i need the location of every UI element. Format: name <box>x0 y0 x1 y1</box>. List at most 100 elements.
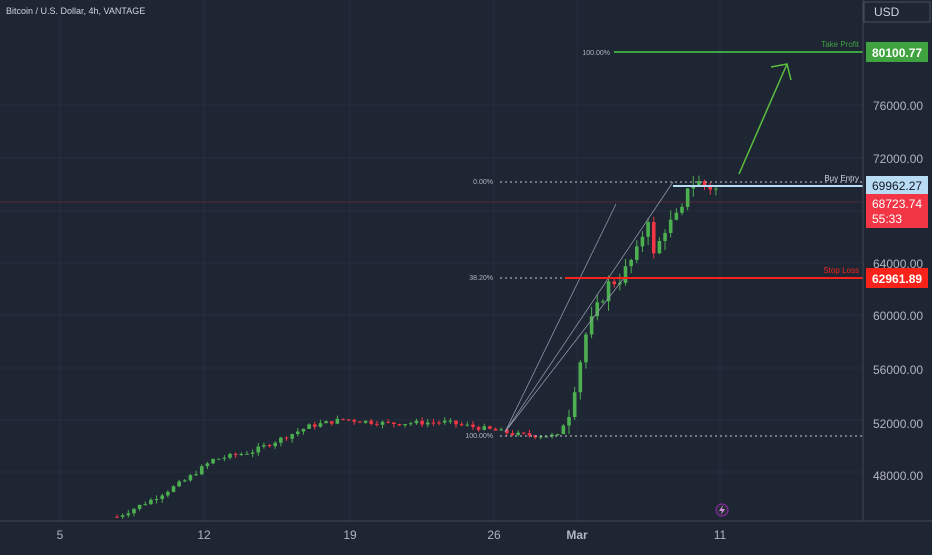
time-tick-11: 11 <box>714 528 727 542</box>
currency-box[interactable] <box>863 1 931 23</box>
candle-body <box>335 418 340 424</box>
bar-countdown: 55:33 <box>872 212 902 226</box>
candle-body <box>250 452 255 454</box>
buy-entry-label: Buy Entry <box>824 174 859 183</box>
candle-body <box>171 486 176 492</box>
candle-body <box>126 513 131 516</box>
candle-body <box>375 423 379 425</box>
candle-body <box>239 453 244 455</box>
candle-body <box>262 445 266 447</box>
candle-body <box>702 181 707 186</box>
candle-body <box>629 259 633 267</box>
candle-body <box>476 427 481 430</box>
candle-body <box>685 188 690 207</box>
candle-body <box>358 421 362 423</box>
candle-body <box>414 420 419 424</box>
candle-body <box>346 419 351 421</box>
lightning-icon[interactable] <box>715 503 729 517</box>
candle-body <box>380 421 385 425</box>
fib-fan-lines <box>504 181 674 433</box>
candle-body <box>120 515 125 517</box>
candle-body <box>301 428 306 432</box>
candle-body <box>442 420 447 423</box>
candle-body <box>584 334 588 363</box>
candle-body <box>420 420 424 425</box>
time-tick-19: 19 <box>343 528 357 542</box>
take-profit-fib-label: 100.00% <box>582 50 610 57</box>
candle-body <box>194 474 198 476</box>
stop-loss-price: 62961.89 <box>872 272 922 286</box>
price-tick-52000: 52000.00 <box>873 417 923 431</box>
fib-0-label: 0.00% <box>473 179 493 186</box>
candle-body <box>177 481 181 487</box>
currency-label: USD <box>874 5 900 19</box>
price-tick-48000: 48000.00 <box>873 469 923 483</box>
fib-38-label: 38.20% <box>469 275 493 282</box>
candle-body <box>465 424 470 426</box>
time-axis-panel <box>0 521 932 550</box>
fib-100-label: 100.00% <box>465 433 493 440</box>
candle-body <box>561 425 566 435</box>
candle-body <box>183 480 187 482</box>
candle-body <box>612 281 616 285</box>
candle-body <box>363 420 368 423</box>
candlestick-series <box>115 175 718 519</box>
candle-body <box>199 466 204 475</box>
time-tick-12: 12 <box>197 528 211 542</box>
candle-body <box>437 422 441 424</box>
candle-body <box>544 436 549 438</box>
candle-body <box>567 417 571 426</box>
candle-body <box>132 508 136 514</box>
current-price: 68723.74 <box>872 197 922 211</box>
buy-entry-price-tag <box>866 176 928 195</box>
candle-body <box>708 185 713 190</box>
candle-body <box>550 434 554 437</box>
candle-body <box>657 241 662 254</box>
candle-body <box>149 499 153 505</box>
candle-body <box>589 316 594 335</box>
candle-body <box>267 445 272 447</box>
price-tick-60000: 60000.00 <box>873 309 923 323</box>
candle-body <box>329 421 334 424</box>
candle-body <box>640 236 645 247</box>
price-axis-panel <box>863 0 932 521</box>
take-profit-label: Take Profit <box>821 40 860 49</box>
candle-body <box>493 428 498 431</box>
candle-body <box>635 246 639 260</box>
candle-body <box>482 426 487 430</box>
candle-body <box>668 219 673 233</box>
candle-body <box>188 475 193 481</box>
candle-body <box>510 433 515 435</box>
candle-body <box>154 499 159 501</box>
candle-body <box>392 422 396 425</box>
candle-body <box>538 436 543 438</box>
candle-body <box>296 431 300 435</box>
symbol-title: Bitcoin / U.S. Dollar, 4h, VANTAGE <box>6 6 145 16</box>
candle-body <box>228 453 232 458</box>
candle-body <box>691 185 696 189</box>
price-axis-ticks: 48000.00 52000.00 56000.00 60000.00 6400… <box>873 99 923 483</box>
candle-body <box>527 433 532 436</box>
candle-body <box>324 421 328 424</box>
candle-body <box>646 222 650 237</box>
candle-body <box>318 423 323 427</box>
candle-body <box>216 458 221 460</box>
target-arrow[interactable] <box>738 63 792 175</box>
candle-body <box>160 495 164 500</box>
current-price-tag <box>866 194 928 228</box>
candle-body <box>312 424 317 427</box>
candle-body <box>222 457 227 459</box>
candle-body <box>505 429 509 434</box>
candle-body <box>499 429 503 431</box>
candle-body <box>386 421 390 423</box>
take-profit-price: 80100.77 <box>872 46 922 60</box>
candle-body <box>578 362 583 393</box>
price-tick-64000: 64000.00 <box>873 257 923 271</box>
time-axis-ticks: 5 12 19 26 Mar 11 <box>57 528 727 542</box>
price-tick-76000: 76000.00 <box>873 99 923 113</box>
candle-body <box>233 453 238 455</box>
candle-body <box>680 206 684 213</box>
candle-body <box>448 420 453 422</box>
